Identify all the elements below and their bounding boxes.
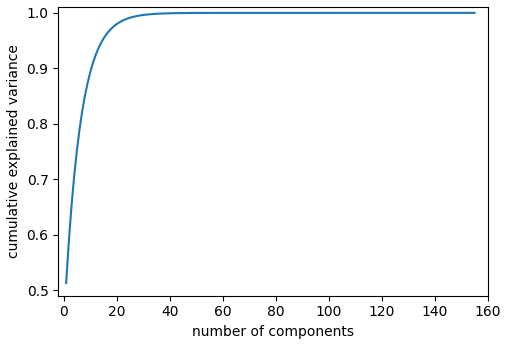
Y-axis label: cumulative explained variance: cumulative explained variance: [7, 45, 21, 258]
X-axis label: number of components: number of components: [192, 325, 354, 339]
